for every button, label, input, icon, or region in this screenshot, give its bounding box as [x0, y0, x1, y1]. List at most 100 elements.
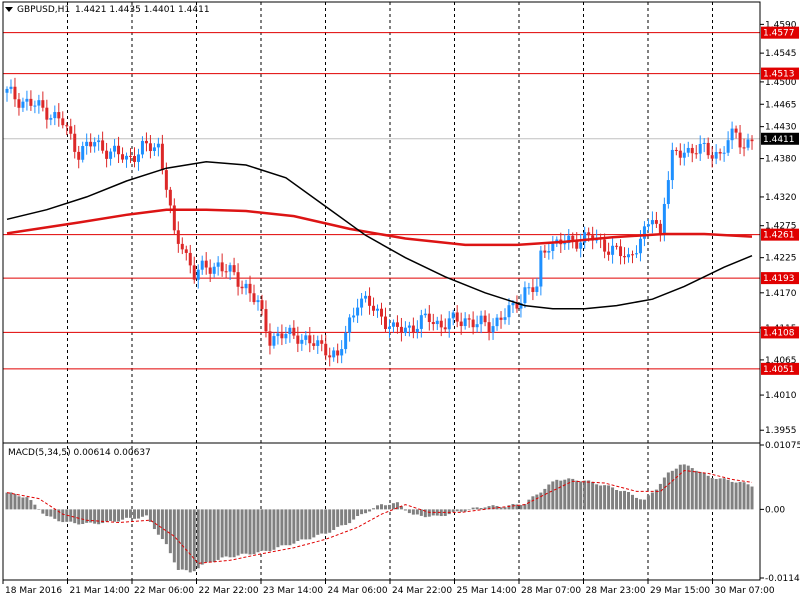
candle-body — [674, 149, 678, 151]
macd-bar — [344, 509, 348, 525]
candlesticks — [5, 77, 754, 367]
candle-body — [387, 326, 391, 329]
candle-body — [491, 326, 495, 333]
macd-bar — [125, 509, 129, 518]
level-tag-label: 1.4051 — [763, 365, 795, 375]
candle-body — [17, 99, 21, 108]
y-tick-label: 1.4065 — [765, 356, 797, 366]
x-tick-label: 23 Mar 14:00 — [263, 586, 323, 596]
macd-bar — [435, 509, 439, 516]
macd-bar — [730, 481, 734, 510]
candle-body — [411, 325, 415, 333]
macd-bar — [670, 470, 674, 510]
candle-body — [431, 322, 435, 325]
macd-bar — [499, 507, 503, 510]
candle-body — [320, 340, 324, 344]
chart-border — [2, 1, 761, 581]
macd-tick-label: -0.01146 — [765, 574, 800, 584]
level-tag — [761, 272, 799, 285]
macd-bar — [204, 509, 208, 563]
macd-bar — [746, 484, 750, 510]
macd-bar — [264, 509, 268, 551]
candle-body — [364, 295, 368, 299]
macd-bar — [53, 509, 57, 519]
macd-bar — [312, 509, 316, 538]
x-tick-label: 18 Mar 2016 — [5, 586, 62, 596]
macd-bar — [690, 468, 694, 510]
candle-body — [109, 151, 113, 159]
macd-bar — [698, 471, 702, 510]
candle-body — [407, 325, 411, 328]
candle-body — [53, 112, 57, 119]
candle-body — [176, 230, 180, 244]
macd-bar — [467, 509, 471, 510]
candle-body — [376, 308, 380, 311]
macd-bar — [571, 478, 575, 510]
candle-body — [160, 143, 164, 171]
candle-body — [152, 147, 156, 152]
candle-body — [200, 260, 204, 270]
macd-bar — [579, 481, 583, 510]
macd-bar — [360, 509, 364, 515]
candle-body — [61, 118, 65, 126]
candle-body — [463, 318, 467, 327]
candle-body — [33, 105, 37, 107]
x-tick-label: 24 Mar 22:00 — [392, 586, 452, 596]
dropdown-arrow-icon[interactable] — [5, 7, 13, 12]
macd-tick-label: 0.01075 — [765, 441, 800, 451]
candle-body — [738, 132, 742, 148]
macd-bar — [507, 505, 511, 510]
candle-body — [750, 139, 754, 142]
candle-body — [615, 245, 619, 247]
macd-bar — [97, 509, 101, 525]
candle-body — [459, 321, 463, 327]
candle-body — [682, 152, 686, 158]
macd-bar — [156, 509, 160, 535]
candle-body — [435, 320, 439, 325]
candle-body — [204, 260, 208, 268]
macd-bar — [658, 483, 662, 510]
macd-bar — [479, 508, 483, 510]
candle-body — [579, 242, 583, 249]
macd-bar — [463, 509, 467, 512]
candle-body — [658, 223, 662, 234]
macd-bar — [391, 503, 395, 510]
macd-bar — [702, 473, 706, 510]
macd-bar — [399, 506, 403, 510]
macd-bar — [105, 509, 109, 522]
level-tag — [761, 26, 799, 39]
candle-body — [208, 267, 212, 274]
macd-bar — [316, 509, 320, 535]
candle-body — [340, 349, 344, 356]
candle-body — [328, 355, 332, 358]
moving-average-fast-line — [6, 208, 753, 247]
macd-label: MACD(5,34,5) 0.00614 0.00637 — [8, 448, 151, 458]
macd-bar — [232, 509, 236, 558]
candle-body — [575, 239, 579, 249]
x-tick-label: 30 Mar 07:00 — [715, 586, 775, 596]
candle-body — [627, 254, 631, 258]
candle-body — [148, 143, 152, 152]
macd-bar — [387, 504, 391, 510]
macd-bar — [750, 486, 754, 510]
macd-bar — [447, 509, 451, 515]
macd-bar — [511, 504, 515, 510]
macd-bar — [623, 490, 627, 510]
macd-bar — [650, 492, 654, 510]
candle-body — [483, 315, 487, 323]
macd-bar — [280, 509, 284, 546]
macd-bar — [547, 484, 551, 510]
macd-bar — [368, 509, 372, 512]
macd-bar — [503, 507, 507, 510]
macd-bar — [495, 506, 499, 510]
candle-body — [136, 154, 140, 162]
macd-bar — [706, 475, 710, 510]
y-tick-label: 1.4465 — [765, 100, 797, 110]
candle-body — [144, 140, 148, 144]
level-tag-label: 1.4513 — [763, 70, 795, 80]
candle-body — [284, 333, 288, 339]
x-tick-label: 28 Mar 23:00 — [586, 586, 646, 596]
candle-body — [352, 315, 356, 318]
candle-body — [722, 152, 726, 154]
candle-body — [630, 254, 634, 256]
